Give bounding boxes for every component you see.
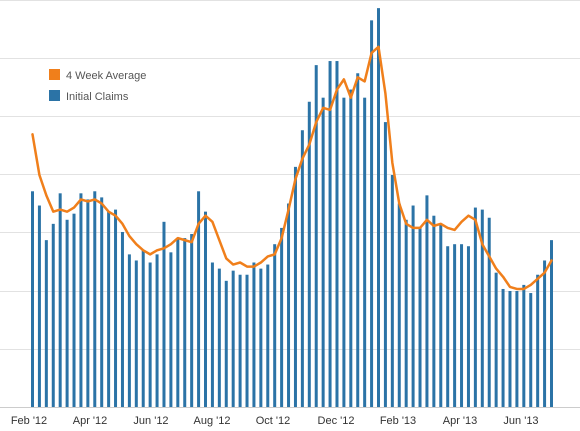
initial-claims-bar <box>425 195 429 407</box>
initial-claims-bar <box>224 280 228 407</box>
initial-claims-bar <box>508 291 512 407</box>
initial-claims-bar <box>473 207 477 407</box>
initial-claims-bar <box>328 61 332 408</box>
legend: 4 Week Average Initial Claims <box>49 69 146 103</box>
initial-claims-bar <box>300 130 304 408</box>
initial-claims-bar <box>536 274 540 407</box>
initial-claims-bar <box>543 260 547 407</box>
initial-claims-bar <box>58 193 62 407</box>
initial-claims-bar <box>432 215 436 407</box>
initial-claims-bar <box>515 291 519 407</box>
initial-claims-bar <box>439 223 443 407</box>
x-tick-label: Jun '12 <box>133 415 168 427</box>
initial-claims-bar <box>169 252 173 407</box>
legend-swatch <box>49 69 60 80</box>
initial-claims-bar <box>155 254 159 408</box>
initial-claims-bar <box>466 246 470 407</box>
initial-claims-bar <box>446 246 450 407</box>
initial-claims-bar <box>480 209 484 407</box>
initial-claims-bar <box>287 203 291 407</box>
initial-claims-bar <box>37 205 41 407</box>
x-tick-label: Apr '13 <box>443 415 478 427</box>
initial-claims-bar <box>342 97 346 408</box>
initial-claims-bar <box>252 262 256 407</box>
x-tick-label: Feb '13 <box>380 415 416 427</box>
initial-claims-bar <box>487 217 491 407</box>
initial-claims-bar <box>550 240 553 407</box>
initial-claims-bar <box>453 244 457 407</box>
initial-claims-bar <box>321 97 325 408</box>
legend-label: Initial Claims <box>66 91 129 103</box>
initial-claims-bar <box>460 244 464 407</box>
x-tick-label: Apr '12 <box>73 415 108 427</box>
initial-claims-bar <box>418 227 422 407</box>
initial-claims-bar <box>293 166 297 407</box>
initial-claims-bar <box>411 205 415 407</box>
initial-claims-bar <box>370 20 374 407</box>
initial-claims-bar <box>501 288 505 407</box>
initial-claims-bar <box>383 122 387 407</box>
initial-claims-bar <box>280 227 284 407</box>
initial-claims-bar <box>529 293 533 407</box>
initial-claims-bar <box>86 199 90 407</box>
initial-claims-bar <box>335 61 339 408</box>
initial-claims-bar <box>231 270 235 407</box>
initial-claims-bar <box>51 223 55 407</box>
initial-claims-bar <box>217 268 221 407</box>
legend-swatch <box>49 90 60 101</box>
initial-claims-bar <box>72 213 76 407</box>
initial-claims-bar <box>494 272 498 407</box>
legend-label: 4 Week Average <box>66 70 146 82</box>
initial-claims-bar <box>363 97 367 408</box>
initial-claims-bar <box>390 175 394 407</box>
four-week-average-line-group <box>31 45 553 291</box>
initial-claims-bar <box>127 254 131 408</box>
initial-claims-bar <box>314 65 318 408</box>
initial-claims-bar <box>307 101 311 407</box>
initial-claims-bar <box>141 250 145 407</box>
initial-claims-bar <box>114 209 118 407</box>
four-week-average-line <box>31 45 553 291</box>
initial-claims-bar <box>65 219 69 407</box>
initial-claims-bar <box>404 219 408 407</box>
initial-claims-bar <box>377 8 380 407</box>
initial-claims-bar <box>238 274 242 407</box>
initial-claims-bar <box>134 260 138 407</box>
initial-claims-bar <box>204 211 207 407</box>
x-tick-label: Jun '13 <box>503 415 538 427</box>
initial-claims-bar <box>183 238 187 407</box>
initial-claims-bar <box>162 221 166 407</box>
initial-claims-bar <box>176 238 180 407</box>
initial-claims-bar <box>31 191 34 407</box>
initial-claims-bar <box>120 231 124 407</box>
initial-claims-bar <box>273 244 277 407</box>
initial-claims-bar <box>356 73 360 407</box>
initial-claims-bars <box>31 8 553 408</box>
x-tick-label: Aug '12 <box>194 415 231 427</box>
initial-claims-bar <box>100 197 104 407</box>
initial-claims-bar <box>259 268 263 407</box>
initial-claims-bar <box>245 274 249 407</box>
initial-claims-bar <box>93 191 97 407</box>
initial-claims-bar <box>349 89 353 407</box>
initial-claims-bar <box>522 284 526 407</box>
initial-claims-bar <box>107 211 111 407</box>
initial-claims-bar <box>397 203 401 407</box>
initial-claims-bar <box>210 262 214 407</box>
x-tick-label: Feb '12 <box>11 415 47 427</box>
initial-claims-bar <box>44 240 48 407</box>
initial-claims-bar <box>79 193 83 407</box>
initial-claims-bar <box>197 191 201 407</box>
initial-claims-bar <box>190 234 194 407</box>
initial-claims-bar <box>148 262 152 407</box>
initial-claims-bar <box>266 264 270 407</box>
x-axis: Feb '12 Apr '12 Jun '12 Aug '12 Oct '12 Dec '… <box>0 407 580 427</box>
x-tick-label: Oct '12 <box>256 415 291 427</box>
x-tick-label: Dec '12 <box>318 415 355 427</box>
